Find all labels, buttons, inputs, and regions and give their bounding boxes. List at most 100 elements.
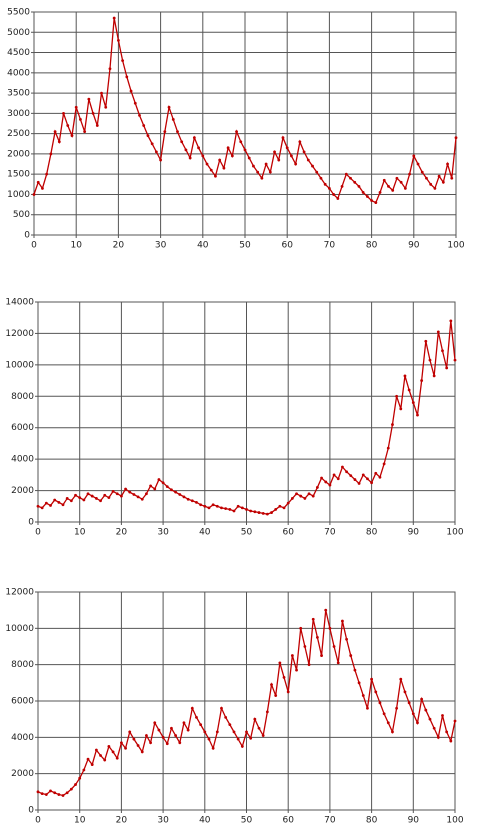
data-point bbox=[115, 492, 119, 496]
data-point bbox=[399, 407, 403, 411]
data-point bbox=[140, 750, 144, 754]
data-point bbox=[424, 339, 428, 343]
data-point bbox=[111, 750, 115, 754]
data-point bbox=[184, 148, 188, 152]
data-point bbox=[432, 726, 436, 730]
data-point bbox=[197, 146, 200, 150]
data-point bbox=[391, 423, 394, 426]
data-point bbox=[195, 715, 198, 719]
data-point bbox=[99, 499, 102, 503]
x-tick-label: 30 bbox=[155, 241, 167, 251]
data-point bbox=[420, 379, 424, 382]
data-point bbox=[90, 763, 94, 766]
data-point bbox=[412, 154, 416, 158]
data-point bbox=[281, 136, 285, 140]
data-point bbox=[429, 182, 433, 186]
data-point bbox=[186, 728, 190, 732]
data-point bbox=[336, 477, 340, 481]
data-point bbox=[163, 130, 167, 134]
data-point bbox=[74, 783, 77, 786]
data-point bbox=[420, 697, 424, 701]
x-tick-label: 90 bbox=[408, 241, 420, 251]
data-point bbox=[382, 462, 386, 466]
data-point bbox=[278, 661, 282, 665]
data-point bbox=[124, 746, 127, 750]
data-point bbox=[382, 712, 386, 716]
data-point bbox=[232, 509, 236, 513]
data-point bbox=[44, 501, 48, 505]
data-point bbox=[203, 504, 207, 508]
data-point bbox=[315, 170, 319, 174]
data-point bbox=[121, 59, 125, 63]
data-point bbox=[171, 118, 175, 121]
data-point bbox=[370, 481, 373, 485]
y-tick-label: 0 bbox=[28, 806, 34, 816]
data-point bbox=[138, 113, 141, 117]
data-point bbox=[391, 730, 394, 734]
data-point bbox=[69, 499, 73, 503]
data-point bbox=[65, 791, 69, 795]
y-tick-label: 4000 bbox=[7, 68, 30, 78]
data-point bbox=[174, 734, 178, 737]
data-point bbox=[220, 706, 223, 710]
data-point bbox=[239, 140, 243, 144]
data-point bbox=[257, 726, 261, 730]
data-point bbox=[286, 501, 290, 505]
data-point bbox=[136, 744, 140, 747]
data-point bbox=[437, 174, 441, 178]
data-point bbox=[345, 470, 348, 474]
data-point bbox=[40, 792, 44, 796]
data-point bbox=[49, 504, 52, 507]
x-tick-label: 0 bbox=[35, 528, 41, 538]
x-tick-label: 40 bbox=[199, 816, 211, 826]
data-point bbox=[117, 38, 120, 42]
data-point bbox=[74, 493, 77, 497]
x-tick-label: 60 bbox=[282, 528, 294, 538]
data-point bbox=[265, 710, 269, 714]
data-point bbox=[53, 791, 57, 795]
data-point bbox=[57, 500, 61, 504]
data-point bbox=[391, 189, 395, 192]
data-point bbox=[199, 503, 203, 507]
data-point bbox=[411, 712, 415, 716]
data-point bbox=[403, 374, 407, 378]
data-point bbox=[256, 170, 260, 174]
y-tick-label: 10000 bbox=[5, 624, 34, 634]
data-point bbox=[49, 152, 53, 156]
data-point bbox=[332, 645, 336, 648]
data-point bbox=[228, 723, 232, 727]
data-point bbox=[165, 742, 169, 746]
data-point bbox=[95, 124, 99, 127]
data-point bbox=[428, 717, 432, 721]
data-point bbox=[220, 506, 223, 510]
data-point bbox=[290, 654, 294, 657]
data-point bbox=[218, 158, 222, 162]
data-point bbox=[57, 140, 61, 144]
data-point bbox=[315, 486, 319, 489]
data-point bbox=[103, 493, 107, 497]
y-tick-label: 3500 bbox=[7, 89, 30, 99]
data-point bbox=[132, 737, 136, 741]
data-point bbox=[450, 176, 454, 180]
data-point bbox=[260, 176, 264, 180]
data-point bbox=[264, 162, 268, 166]
data-point bbox=[145, 734, 148, 737]
data-point bbox=[253, 510, 257, 514]
data-point bbox=[307, 663, 311, 667]
y-tick-label: 6000 bbox=[11, 697, 34, 707]
data-point bbox=[176, 130, 179, 134]
y-tick-label: 12000 bbox=[5, 329, 34, 339]
data-point bbox=[416, 413, 419, 417]
data-point bbox=[282, 675, 286, 679]
data-point bbox=[303, 645, 307, 648]
x-tick-label: 100 bbox=[446, 528, 463, 538]
data-point bbox=[36, 790, 40, 794]
plot-frame bbox=[37, 591, 456, 811]
data-point bbox=[324, 608, 328, 612]
data-point bbox=[145, 492, 148, 496]
data-point bbox=[100, 91, 103, 95]
data-point bbox=[53, 498, 57, 502]
data-point bbox=[365, 195, 369, 198]
x-tick-label: 80 bbox=[366, 241, 378, 251]
